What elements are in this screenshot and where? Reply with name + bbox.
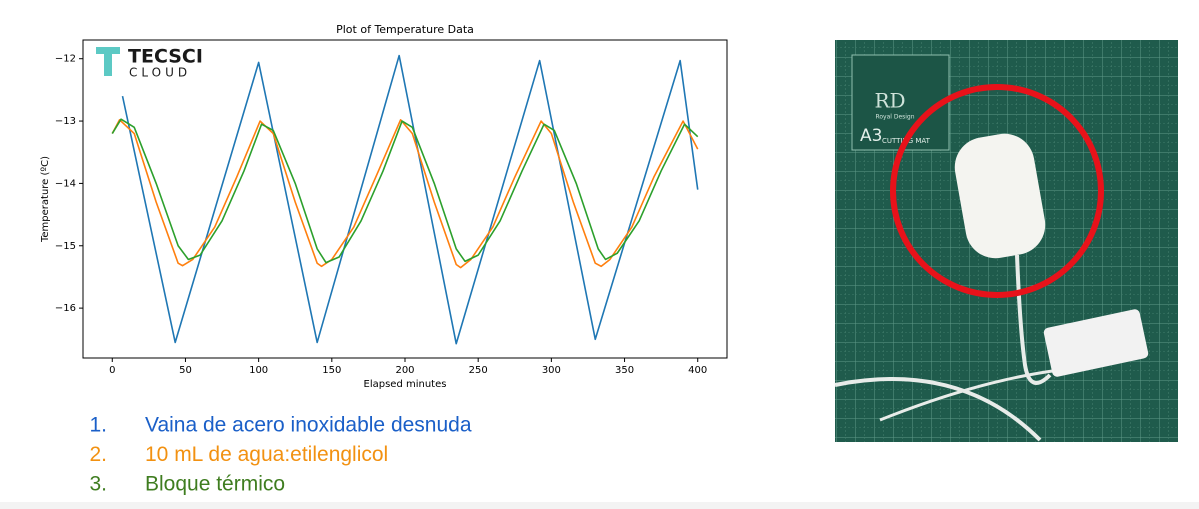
x-axis-label: Elapsed minutes bbox=[364, 379, 447, 390]
y-tick-label: −13 bbox=[55, 116, 76, 127]
photo-brand: RD bbox=[874, 89, 905, 113]
legend-number: 1. bbox=[89, 414, 107, 437]
legend-number: 3. bbox=[89, 473, 107, 496]
x-tick-label: 200 bbox=[395, 365, 414, 376]
x-tick-label: 400 bbox=[688, 365, 707, 376]
y-axis-label: Temperature (ºC) bbox=[40, 156, 51, 243]
cable bbox=[879, 368, 1061, 422]
photo-size: A3 bbox=[860, 126, 882, 146]
cable bbox=[834, 377, 1042, 442]
series-line bbox=[111, 119, 699, 269]
logo-subtext: CLOUD bbox=[129, 66, 191, 80]
y-tick-label: −15 bbox=[55, 241, 76, 252]
x-tick-label: 0 bbox=[109, 365, 115, 376]
x-tick-label: 300 bbox=[542, 365, 561, 376]
series-line bbox=[111, 118, 699, 264]
series-line bbox=[121, 54, 699, 345]
x-tick-label: 50 bbox=[179, 365, 192, 376]
y-tick-label: −16 bbox=[55, 303, 76, 314]
x-tick-label: 150 bbox=[322, 365, 341, 376]
logo-text: TECSCI bbox=[128, 46, 203, 68]
chart-title: Plot of Temperature Data bbox=[336, 23, 474, 36]
logo-icon bbox=[96, 47, 120, 76]
logo: TECSCI CLOUD bbox=[96, 46, 203, 80]
mat-label-box bbox=[851, 54, 950, 151]
sensor-box bbox=[1043, 309, 1149, 377]
photo: RD Royal Design A3 CUTTING MAT bbox=[834, 40, 1178, 442]
legend-label: Bloque térmico bbox=[145, 473, 285, 496]
x-tick-label: 350 bbox=[615, 365, 634, 376]
footer-strip bbox=[0, 502, 1199, 509]
y-tick-label: −12 bbox=[55, 54, 76, 65]
legend-label: Vaina de acero inoxidable desnuda bbox=[145, 414, 472, 437]
x-tick-label: 100 bbox=[249, 365, 268, 376]
x-tick-label: 250 bbox=[469, 365, 488, 376]
legend-number: 2. bbox=[89, 443, 107, 466]
highlight-circle bbox=[890, 84, 1104, 298]
photo-brand-sub: Royal Design bbox=[875, 114, 914, 121]
probe-sleeve bbox=[954, 133, 1046, 259]
plot-area bbox=[82, 39, 728, 359]
legend-label: 10 mL de agua:etilenglicol bbox=[145, 443, 388, 466]
y-tick-label: −14 bbox=[55, 178, 76, 189]
